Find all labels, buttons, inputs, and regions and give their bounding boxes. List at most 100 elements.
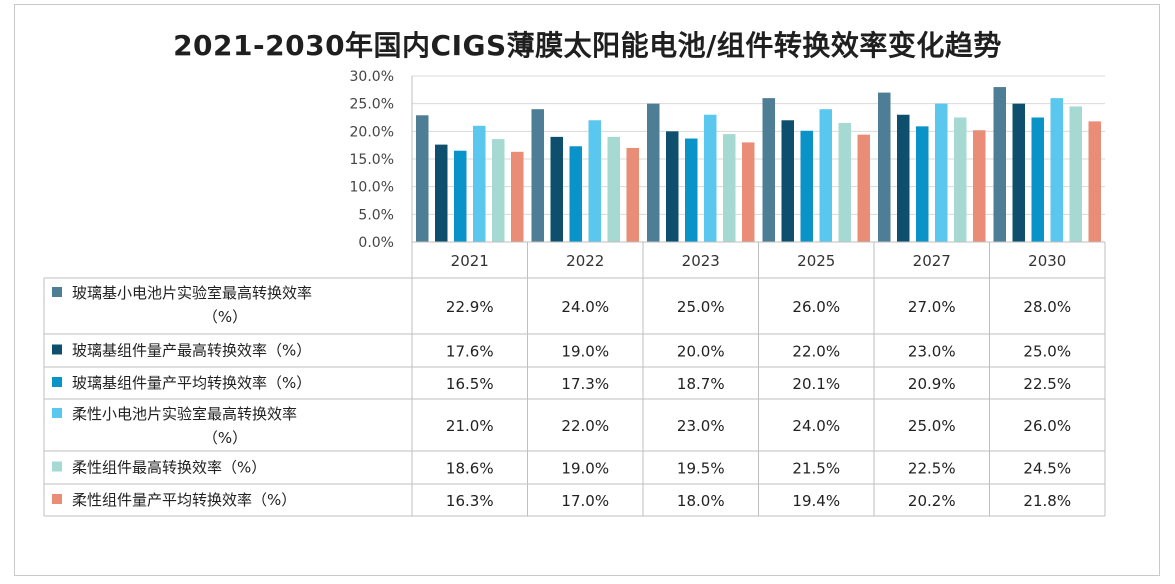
data-label: 22.0% [792, 343, 840, 361]
bar [511, 151, 524, 242]
bar [626, 147, 639, 242]
bar [742, 142, 755, 242]
series-label-unit: （%） [203, 429, 247, 447]
data-label: 19.0% [561, 343, 609, 361]
bar [781, 120, 794, 242]
bar [473, 125, 486, 242]
x-tick-label: 2030 [1028, 252, 1066, 270]
data-label: 16.5% [446, 375, 494, 393]
bar [1012, 103, 1025, 243]
data-label: 25.0% [908, 417, 956, 435]
series-label: 柔性小电池片实验室最高转换效率 [72, 405, 297, 423]
data-label: 17.0% [561, 492, 609, 510]
y-tick-label: 20.0% [350, 124, 394, 140]
x-tick-label: 2021 [451, 252, 489, 270]
data-label: 21.5% [792, 460, 840, 478]
y-tick-label: 15.0% [350, 152, 394, 168]
data-label: 26.0% [1023, 417, 1071, 435]
data-label: 22.5% [1023, 375, 1071, 393]
bar [819, 109, 832, 242]
bar [916, 126, 929, 242]
bar [800, 130, 813, 242]
data-label: 26.0% [792, 298, 840, 316]
bar [550, 136, 563, 242]
data-label: 25.0% [677, 298, 725, 316]
bar [857, 134, 870, 242]
series-label: 玻璃基组件量产最高转换效率（%） [72, 342, 311, 360]
bar [435, 144, 448, 242]
legend-swatch [52, 344, 62, 355]
data-label: 20.2% [908, 492, 956, 510]
data-label: 21.0% [446, 417, 494, 435]
data-label: 25.0% [1023, 343, 1071, 361]
bar [1031, 117, 1044, 242]
bar [723, 134, 736, 242]
data-label: 20.9% [908, 375, 956, 393]
data-label: 17.6% [446, 343, 494, 361]
bar [531, 109, 544, 242]
legend-swatch [52, 377, 62, 387]
bar [492, 139, 505, 242]
bar [993, 87, 1006, 242]
bar [569, 146, 582, 242]
data-label: 18.7% [677, 375, 725, 393]
bar [588, 120, 601, 242]
y-tick-label: 30.0% [350, 69, 394, 85]
x-tick-label: 2022 [566, 252, 604, 270]
bar [1088, 121, 1101, 242]
series-label: 柔性组件量产平均转换效率（%） [72, 491, 296, 509]
legend-swatch [52, 287, 62, 297]
chart-title: 2021-2030年国内CIGS薄膜太阳能电池/组件转换效率变化趋势 [173, 29, 1002, 62]
data-label: 19.0% [561, 460, 609, 478]
bar [1050, 98, 1063, 242]
legend-swatch [52, 494, 62, 504]
bar [685, 138, 698, 242]
series-label: 玻璃基组件量产平均转换效率（%） [72, 374, 311, 392]
y-tick-label: 10.0% [350, 180, 394, 196]
bar [666, 131, 679, 242]
bar [762, 98, 775, 242]
bar [416, 115, 429, 242]
y-tick-label: 25.0% [350, 97, 394, 113]
data-label: 24.5% [1023, 460, 1071, 478]
x-tick-label: 2023 [682, 252, 720, 270]
x-tick-label: 2027 [913, 252, 951, 270]
bar [954, 117, 967, 242]
chart-frame [14, 4, 1160, 576]
data-label: 22.5% [908, 460, 956, 478]
legend-swatch [52, 461, 62, 472]
data-label: 23.0% [677, 417, 725, 435]
y-tick-label: 0.0% [358, 235, 394, 251]
data-label: 28.0% [1023, 298, 1071, 316]
y-tick-label: 5.0% [358, 207, 394, 223]
data-label: 19.4% [792, 492, 840, 510]
data-label: 21.8% [1023, 492, 1071, 510]
series-label: 柔性组件最高转换效率（%） [72, 459, 266, 477]
data-label: 17.3% [561, 375, 609, 393]
data-label: 16.3% [446, 492, 494, 510]
bar [607, 136, 620, 242]
x-tick-label: 2025 [797, 252, 835, 270]
bar [454, 150, 467, 242]
data-label: 24.0% [561, 298, 609, 316]
data-label: 27.0% [908, 298, 956, 316]
data-label: 22.9% [446, 298, 494, 316]
bar [1069, 106, 1082, 242]
bar [647, 103, 660, 243]
data-label: 18.0% [677, 492, 725, 510]
bar [704, 114, 717, 242]
data-label: 19.5% [677, 460, 725, 478]
bar [897, 114, 910, 242]
data-label: 18.6% [446, 460, 494, 478]
bar [838, 123, 851, 242]
data-label: 22.0% [561, 417, 609, 435]
data-label: 24.0% [792, 417, 840, 435]
bar [935, 103, 948, 243]
series-label: 玻璃基小电池片实验室最高转换效率 [72, 284, 312, 302]
series-label-unit: （%） [203, 308, 247, 326]
data-label: 23.0% [908, 343, 956, 361]
bar [973, 130, 986, 242]
legend-swatch [52, 408, 62, 418]
data-label: 20.1% [792, 375, 840, 393]
